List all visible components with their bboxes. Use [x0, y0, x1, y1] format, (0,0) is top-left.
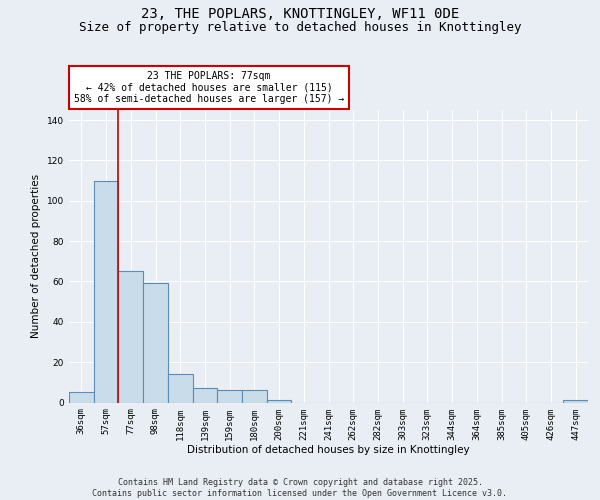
Bar	[563, 400, 588, 402]
Bar	[242, 390, 267, 402]
Bar	[193, 388, 217, 402]
Text: Size of property relative to detached houses in Knottingley: Size of property relative to detached ho…	[79, 21, 521, 34]
Y-axis label: Number of detached properties: Number of detached properties	[31, 174, 41, 338]
X-axis label: Distribution of detached houses by size in Knottingley: Distribution of detached houses by size …	[187, 445, 470, 455]
Bar	[118, 272, 143, 402]
Text: 23, THE POPLARS, KNOTTINGLEY, WF11 0DE: 23, THE POPLARS, KNOTTINGLEY, WF11 0DE	[141, 8, 459, 22]
Bar	[217, 390, 242, 402]
Bar	[69, 392, 94, 402]
Bar	[143, 284, 168, 403]
Bar	[168, 374, 193, 402]
Text: 23 THE POPLARS: 77sqm
← 42% of detached houses are smaller (115)
58% of semi-det: 23 THE POPLARS: 77sqm ← 42% of detached …	[74, 71, 344, 104]
Bar	[267, 400, 292, 402]
Bar	[94, 180, 118, 402]
Text: Contains HM Land Registry data © Crown copyright and database right 2025.
Contai: Contains HM Land Registry data © Crown c…	[92, 478, 508, 498]
